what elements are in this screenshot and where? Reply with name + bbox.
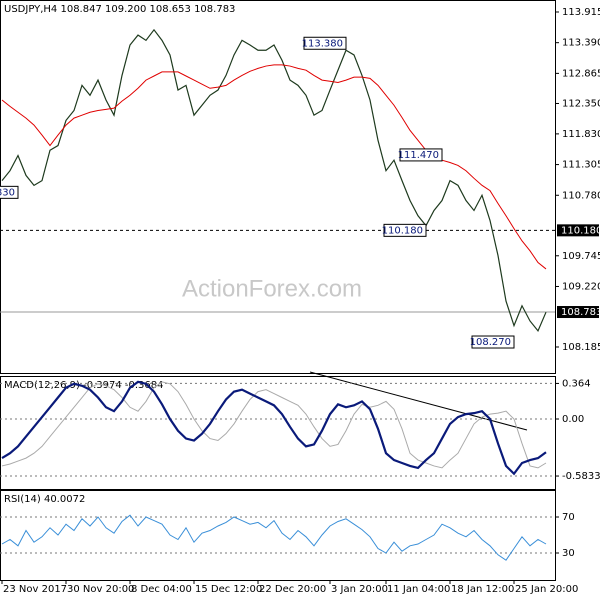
x-tick-label: 30 Nov 20:00 bbox=[67, 584, 134, 595]
y-tick-label: 0.364 bbox=[562, 378, 591, 389]
annotation-label: 113.380 bbox=[302, 38, 343, 49]
y-tick-label: 109.745 bbox=[562, 251, 600, 262]
x-tick-label: 25 Jan 20:00 bbox=[515, 584, 578, 595]
y-tick-label: -0.5833 bbox=[562, 471, 600, 482]
y-tick-label: 0.00 bbox=[562, 414, 584, 425]
annotation-box bbox=[471, 335, 515, 349]
panel-frame bbox=[0, 490, 556, 581]
level-label-box bbox=[557, 306, 599, 319]
y-tick-label: 112.865 bbox=[562, 68, 600, 79]
annotation-box bbox=[0, 185, 19, 199]
panel-title: USDJPY,H4 108.847 109.200 108.653 108.78… bbox=[4, 4, 235, 15]
y-tick-label: 111.830 bbox=[562, 129, 600, 140]
y-tick-label: 108.185 bbox=[562, 342, 600, 353]
x-tick-label: 15 Dec 12:00 bbox=[195, 584, 262, 595]
y-tick-label: 113.915 bbox=[562, 7, 600, 18]
annotation-label: 110.180 bbox=[382, 225, 423, 236]
y-tick-label: 70 bbox=[562, 512, 575, 523]
x-tick-label: 8 Dec 04:00 bbox=[131, 584, 192, 595]
x-tick-label: 18 Jan 12:00 bbox=[451, 584, 514, 595]
watermark: ActionForex.com bbox=[182, 275, 362, 302]
y-tick-label: 111.305 bbox=[562, 160, 600, 171]
y-tick-label: 30 bbox=[562, 548, 575, 559]
x-tick-label: 22 Dec 20:00 bbox=[259, 584, 326, 595]
annotation-label: 108.270 bbox=[470, 337, 511, 348]
series-line bbox=[1, 380, 547, 476]
annotation-box bbox=[399, 148, 443, 162]
series-line bbox=[1, 64, 547, 270]
annotation-box bbox=[383, 223, 427, 237]
series-line bbox=[1, 514, 547, 561]
y-tick-label: 113.390 bbox=[562, 38, 600, 49]
level-label: 110.180 bbox=[561, 225, 600, 236]
panel-frame bbox=[0, 376, 556, 490]
annotation-label: 830 bbox=[0, 187, 15, 198]
x-tick-label: 23 Nov 2017 bbox=[3, 584, 67, 595]
annotation-box bbox=[303, 36, 347, 50]
level-label-box bbox=[557, 224, 599, 237]
series-line bbox=[1, 28, 547, 333]
panel-title: RSI(14) 40.0072 bbox=[4, 494, 85, 505]
x-tick-label: 11 Jan 04:00 bbox=[387, 584, 450, 595]
y-tick-label: 109.220 bbox=[562, 281, 600, 292]
y-tick-label: 112.350 bbox=[562, 98, 600, 109]
series-line bbox=[1, 381, 547, 469]
annotation-label: 111.470 bbox=[398, 150, 439, 161]
x-tick-label: 3 Jan 20:00 bbox=[331, 584, 388, 595]
level-label: 108.783 bbox=[561, 307, 600, 318]
y-tick-label: 110.780 bbox=[562, 190, 600, 201]
